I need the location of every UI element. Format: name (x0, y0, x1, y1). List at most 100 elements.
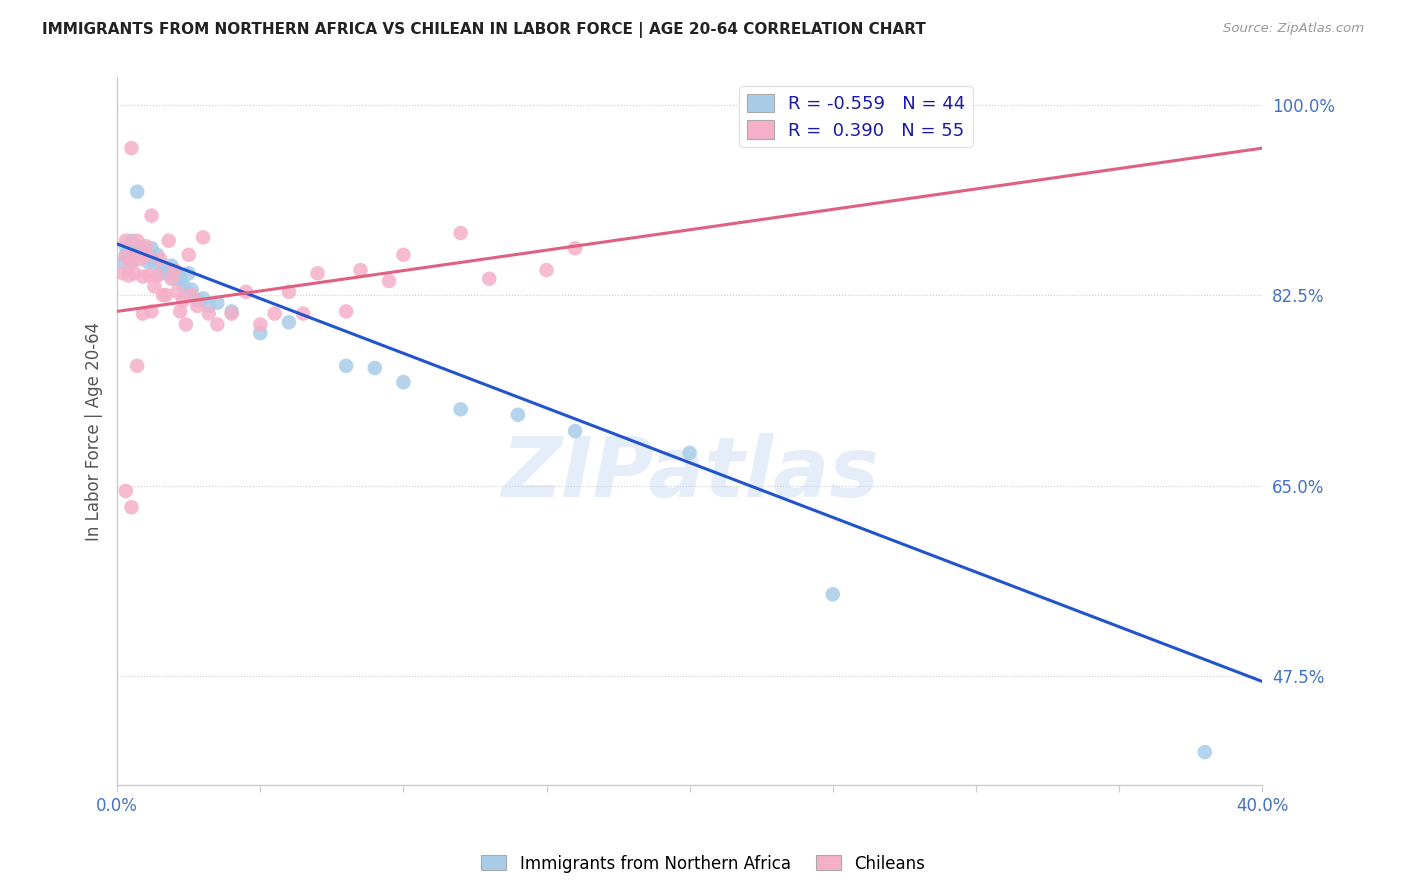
Point (478, 272, 501, 286)
Point (163, 263, 186, 277)
Point (166, 285, 188, 299)
Point (349, 263, 371, 277)
Point (138, 255, 160, 269)
Point (277, 315, 299, 329)
Point (117, 252, 139, 267)
Point (157, 234, 180, 248)
Point (191, 230, 214, 244)
Point (124, 266, 146, 280)
Legend: R = -0.559   N = 44, R =  0.390   N = 55: R = -0.559 N = 44, R = 0.390 N = 55 (740, 87, 973, 147)
Point (564, 241, 586, 255)
Point (135, 239, 157, 253)
Point (141, 241, 163, 255)
Point (121, 255, 143, 269)
Point (124, 248, 146, 262)
Text: ZIPatlas: ZIPatlas (501, 433, 879, 514)
Point (169, 272, 191, 286)
Point (186, 299, 208, 313)
Point (152, 288, 174, 302)
Point (114, 483, 136, 498)
Point (127, 239, 149, 253)
Point (166, 266, 188, 280)
Point (392, 248, 415, 262)
Point (263, 307, 285, 321)
Point (152, 260, 174, 275)
Text: IMMIGRANTS FROM NORTHERN AFRICA VS CHILEAN IN LABOR FORCE | AGE 20-64 CORRELATIO: IMMIGRANTS FROM NORTHERN AFRICA VS CHILE… (42, 22, 927, 38)
Point (127, 234, 149, 248)
Point (114, 248, 136, 262)
Point (160, 259, 183, 273)
Legend: Immigrants from Northern Africa, Chileans: Immigrants from Northern Africa, Chilean… (475, 848, 931, 880)
Point (135, 248, 157, 262)
Point (307, 266, 329, 280)
Point (127, 359, 149, 373)
Point (564, 424, 586, 438)
Point (160, 272, 183, 286)
Point (146, 268, 169, 283)
Point (191, 291, 214, 305)
Point (174, 318, 197, 332)
Point (197, 307, 219, 321)
Point (1194, 745, 1216, 759)
Point (249, 318, 271, 332)
Point (141, 304, 163, 318)
Point (117, 268, 139, 283)
Point (127, 185, 149, 199)
Point (180, 283, 202, 297)
Point (121, 500, 143, 515)
Point (378, 274, 401, 288)
Point (506, 408, 529, 422)
Point (141, 209, 163, 223)
Point (277, 285, 299, 299)
Point (132, 269, 155, 284)
Point (335, 359, 357, 373)
Point (111, 266, 134, 280)
Point (392, 375, 415, 389)
Point (450, 402, 472, 417)
Y-axis label: In Labor Force | Age 20-64: In Labor Force | Age 20-64 (86, 321, 103, 541)
Point (114, 250, 136, 264)
Point (169, 304, 191, 318)
Point (177, 248, 200, 262)
Point (121, 234, 143, 248)
Point (143, 279, 166, 293)
Point (138, 268, 160, 283)
Point (135, 248, 157, 262)
Point (111, 255, 134, 269)
Point (821, 587, 844, 601)
Point (155, 266, 177, 280)
Point (207, 318, 229, 332)
Point (157, 266, 180, 280)
Point (450, 226, 472, 240)
Point (172, 293, 194, 308)
Point (129, 252, 152, 267)
Point (149, 252, 172, 267)
Point (114, 234, 136, 248)
Point (155, 288, 177, 302)
Point (129, 248, 152, 262)
Point (335, 304, 357, 318)
Point (292, 307, 315, 321)
Point (364, 361, 387, 376)
Point (174, 285, 197, 299)
Point (146, 248, 169, 262)
Point (180, 288, 202, 302)
Point (135, 250, 157, 264)
Point (149, 266, 172, 280)
Point (197, 299, 219, 313)
Point (132, 241, 155, 255)
Point (536, 263, 558, 277)
Text: Source: ZipAtlas.com: Source: ZipAtlas.com (1223, 22, 1364, 36)
Point (249, 326, 271, 340)
Point (186, 293, 208, 308)
Point (221, 304, 243, 318)
Point (235, 285, 257, 299)
Point (221, 307, 243, 321)
Point (124, 244, 146, 259)
Point (143, 255, 166, 269)
Point (177, 266, 200, 280)
Point (207, 295, 229, 310)
Point (172, 277, 194, 292)
Point (163, 272, 186, 286)
Point (121, 141, 143, 155)
